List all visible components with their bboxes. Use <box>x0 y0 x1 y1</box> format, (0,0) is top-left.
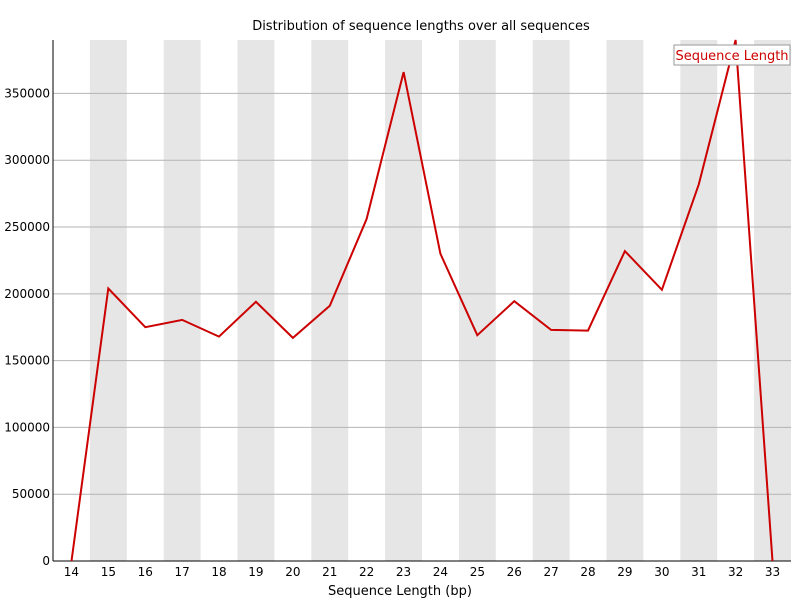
band-15 <box>89 40 127 561</box>
x-tick-label: 14 <box>64 565 79 579</box>
band-27 <box>532 40 570 561</box>
band-29 <box>606 40 644 561</box>
legend: Sequence Length <box>673 44 791 66</box>
x-tick-label: 16 <box>138 565 153 579</box>
band-31 <box>680 40 718 561</box>
x-tick-label: 32 <box>728 565 743 579</box>
legend-item-label: Sequence Length <box>675 49 788 64</box>
band-33 <box>754 40 791 561</box>
background-bands <box>89 40 791 561</box>
y-tick-label: 300000 <box>4 153 50 167</box>
x-tick-label: 17 <box>175 565 190 579</box>
x-tick-label: 26 <box>507 565 522 579</box>
legend-box <box>673 44 791 66</box>
band-23 <box>385 40 422 561</box>
band-25 <box>458 40 496 561</box>
series-lines <box>70 39 774 562</box>
x-tick-label: 25 <box>470 565 485 579</box>
x-tick-label: 19 <box>248 565 263 579</box>
band-17 <box>163 40 201 561</box>
x-tick-label: 23 <box>396 565 411 579</box>
y-tick-label: 150000 <box>4 354 50 368</box>
y-tick-label: 350000 <box>4 86 50 100</box>
x-tick-label: 27 <box>544 565 559 579</box>
x-tick-label: 20 <box>285 565 300 579</box>
x-tick-label: 31 <box>691 565 706 579</box>
x-axis-label: Sequence Length (bp) <box>328 584 472 599</box>
y-tick-label: 100000 <box>4 420 50 434</box>
x-tick-label: 21 <box>322 565 337 579</box>
y-tick-label: 200000 <box>4 287 50 301</box>
y-tick-label: 250000 <box>4 220 50 234</box>
series-line-0 <box>70 39 774 562</box>
x-tick-label: 15 <box>101 565 116 579</box>
x-tick-label: 22 <box>359 565 374 579</box>
x-tick-label: 29 <box>617 565 632 579</box>
axes <box>52 40 791 562</box>
y-tick-labels: 0 50000 100000 150000 200000 250000 300000 3500… <box>4 86 50 568</box>
y-tick-label: 50000 <box>12 487 50 501</box>
x-tick-labels: 14 15 16 17 18 19 20 21 22 23 24 25 26 27 28 29 30 31 32 33 <box>64 565 780 579</box>
y-tick-label: 0 <box>42 554 50 568</box>
band-21 <box>311 40 349 561</box>
chart-title: Distribution of sequence lengths over al… <box>252 19 590 34</box>
x-tick-label: 28 <box>580 565 595 579</box>
x-tick-label: 18 <box>211 565 226 579</box>
x-tick-label: 30 <box>654 565 669 579</box>
x-tick-label: 33 <box>765 565 780 579</box>
x-tick-label: 24 <box>433 565 448 579</box>
